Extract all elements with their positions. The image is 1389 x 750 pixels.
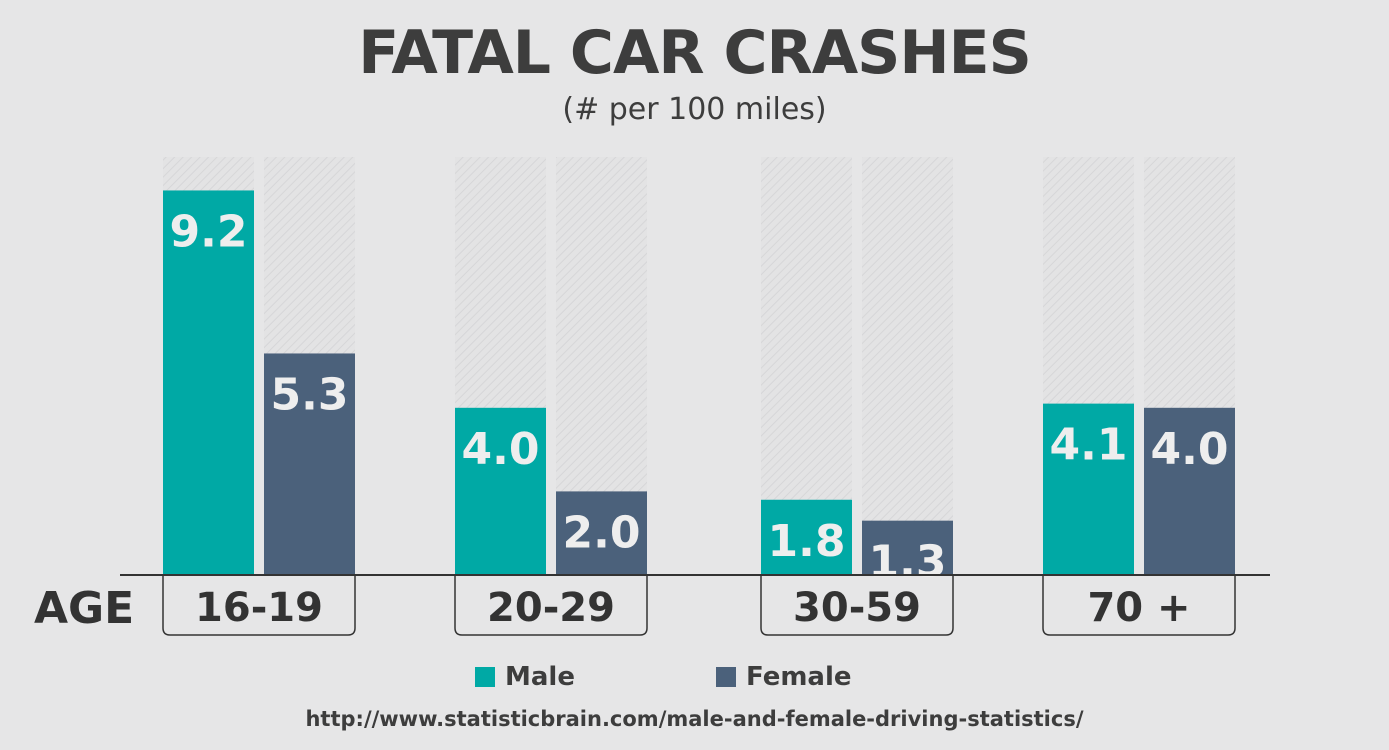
tick-label-20-29: 20-29 (487, 585, 615, 631)
category-box-0 (162, 575, 356, 636)
chart-title: FATAL CAR CRASHES (358, 18, 1032, 88)
bar-male-70 + (1043, 403, 1134, 575)
data-label-male-30-59: 1.8 (768, 516, 846, 567)
bar-female-30-59 (862, 520, 953, 575)
category-box-1 (454, 575, 648, 636)
data-label-male-70 +: 4.1 (1050, 420, 1128, 471)
data-label-female-30-59: 1.3 (869, 537, 947, 588)
bar-chart: 9.2 5.3 4.0 2.0 1.8 1.3 4.1 4.0 16-19 20-29 30-59… (120, 157, 1270, 636)
data-label-male-20-29: 4.0 (462, 424, 540, 475)
legend-swatch-male (475, 667, 495, 687)
bar-female-20-29 (556, 491, 647, 575)
x-axis-label: AGE (34, 583, 135, 634)
data-label-female-20-29: 2.0 (563, 507, 641, 558)
tick-label-16-19: 16-19 (195, 585, 323, 631)
category-box-2 (760, 575, 954, 636)
bar-male-20-29 (455, 407, 546, 575)
data-label-male-16-19: 9.2 (170, 206, 248, 257)
bar-female-16-19 (264, 353, 355, 575)
bar-male-16-19 (163, 190, 254, 575)
chart-subtitle: (# per 100 miles) (562, 92, 827, 127)
category-box-3 (1042, 575, 1236, 636)
legend-label-male: Male (505, 662, 575, 692)
data-label-female-16-19: 5.3 (271, 369, 349, 420)
legend-label-female: Female (746, 662, 852, 692)
legend-item-male: Male (475, 662, 575, 692)
bar-background-female-2 (862, 157, 953, 575)
tick-label-70 +: 70 + (1087, 585, 1190, 631)
bar-female-70 + (1144, 407, 1235, 575)
bar-male-30-59 (761, 499, 852, 575)
data-label-female-70 +: 4.0 (1151, 424, 1229, 475)
tick-label-30-59: 30-59 (793, 585, 921, 631)
source-url: http://www.statisticbrain.com/male-and-f… (305, 707, 1084, 731)
legend-swatch-female (716, 667, 736, 687)
legend-item-female: Female (716, 662, 852, 692)
